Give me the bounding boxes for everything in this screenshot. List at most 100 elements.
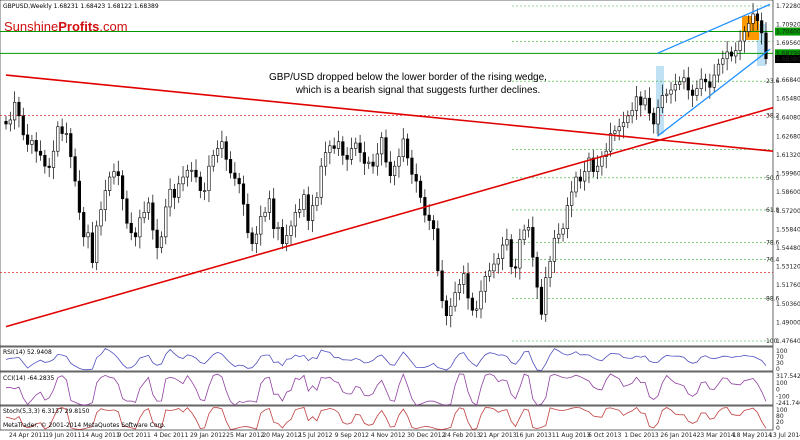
- fibonacci-levels: [0, 5, 773, 342]
- candle-body: [237, 178, 241, 185]
- candle-body: [583, 171, 587, 182]
- candle-body: [108, 176, 112, 191]
- candle-body: [526, 227, 531, 231]
- price-label: 1.68799: [776, 50, 800, 57]
- indicator-tick: 0: [776, 366, 780, 373]
- candle-body: [751, 13, 755, 24]
- candle-body: [90, 232, 94, 263]
- candle-body: [634, 96, 639, 111]
- rsi-line: [5, 347, 767, 371]
- candle-body: [345, 154, 349, 160]
- candle-body: [440, 270, 444, 302]
- indicator-tick: 70: [776, 354, 784, 361]
- fib-label: 78.6: [766, 239, 780, 246]
- candle-body: [164, 206, 168, 238]
- candle-body: [103, 190, 107, 210]
- candle-body: [133, 232, 138, 238]
- candle-body: [17, 101, 21, 117]
- fib-label: 88.6: [766, 296, 780, 303]
- candle-body: [656, 107, 660, 125]
- candle-body: [734, 50, 738, 57]
- rsi-label: RSI(14) 52.9408: [3, 349, 52, 356]
- candle-body: [643, 97, 647, 106]
- metatrader-footer: MetaTrader, © 2001-2014 MetaQuotes Softw…: [3, 422, 166, 429]
- candle-body: [302, 194, 306, 210]
- candle-body: [712, 74, 716, 88]
- date-label: 13 Jul 2014: [769, 432, 800, 439]
- candle-body: [479, 290, 483, 310]
- price-label: 1.70920: [776, 21, 800, 28]
- fib-label: 23.6: [766, 78, 780, 85]
- price-label: 1.62680: [776, 134, 800, 141]
- candle-body: [686, 77, 690, 91]
- candle-body: [82, 212, 86, 238]
- candle-body: [760, 20, 764, 34]
- candle-body: [293, 212, 297, 227]
- price-marker: [775, 55, 800, 64]
- candle-body: [695, 88, 699, 96]
- price-label: 1.69560: [776, 40, 800, 47]
- candle-body: [323, 152, 328, 167]
- candle-body: [13, 101, 17, 121]
- candle-body: [673, 84, 677, 91]
- rsi-panel-frame: [0, 346, 774, 372]
- candle-body: [431, 220, 436, 229]
- candle-body: [578, 176, 582, 182]
- candle-body: [190, 169, 194, 172]
- candle-body: [496, 258, 500, 265]
- candle-body: [665, 93, 669, 96]
- price-label: 1.54480: [776, 245, 800, 252]
- price-label: 1.59960: [776, 171, 800, 178]
- candle-body: [354, 142, 358, 149]
- price-label: 1.65480: [776, 95, 800, 102]
- candle-body: [729, 51, 734, 57]
- candle-body: [86, 232, 90, 238]
- candle-body: [220, 141, 224, 149]
- candle-body: [522, 229, 526, 240]
- candle-body: [574, 176, 578, 193]
- rsi-indicator: [5, 347, 767, 371]
- candle-body: [557, 233, 561, 239]
- cci-indicator: [5, 373, 767, 406]
- date-label: 25 Mar 2012: [226, 432, 264, 439]
- date-label: 14 Aug 2011: [81, 432, 120, 439]
- candle-body: [600, 156, 604, 167]
- candle-body: [608, 133, 613, 152]
- candle-body: [289, 225, 293, 236]
- candle-body: [652, 112, 656, 125]
- main-panel-frame: [0, 0, 774, 347]
- candle-body: [95, 225, 99, 263]
- date-label: 30 Dec 2012: [407, 432, 446, 439]
- candle-body: [51, 150, 56, 168]
- candle-body: [155, 229, 159, 249]
- candle-body: [388, 161, 392, 176]
- candle-body: [99, 209, 103, 227]
- fib-label: 38.2: [766, 112, 780, 119]
- candle-body: [319, 165, 323, 198]
- candle-body: [414, 174, 418, 182]
- annotation-line-1: GBP/USD dropped below the lower border o…: [269, 72, 547, 83]
- price-label: 1.68380: [776, 56, 800, 63]
- candle-body: [492, 263, 496, 272]
- date-label: 4 Nov 2012: [371, 432, 406, 439]
- cci-label: CCI(14) -64.2835: [3, 375, 55, 382]
- stochastic-indicator: [5, 406, 767, 430]
- candle-body: [626, 115, 630, 123]
- candle-body: [194, 169, 198, 178]
- price-label: 1.53120: [776, 263, 800, 270]
- price-label: 1.70400: [776, 29, 800, 36]
- candle-body: [604, 150, 608, 157]
- candle-body: [125, 198, 129, 224]
- candle-body: [613, 130, 617, 134]
- candle-body: [207, 165, 211, 191]
- candle-body: [708, 81, 712, 88]
- candle-body: [630, 110, 634, 117]
- candle-body: [77, 180, 81, 213]
- candle-body: [682, 77, 686, 83]
- candle-body: [596, 165, 600, 172]
- date-label: 9 Sep 2012: [335, 432, 369, 439]
- price-marker: [775, 49, 800, 58]
